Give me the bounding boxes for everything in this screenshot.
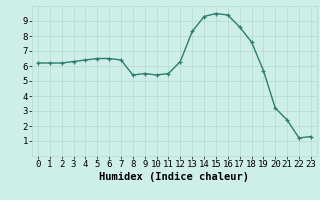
X-axis label: Humidex (Indice chaleur): Humidex (Indice chaleur) [100,172,249,182]
